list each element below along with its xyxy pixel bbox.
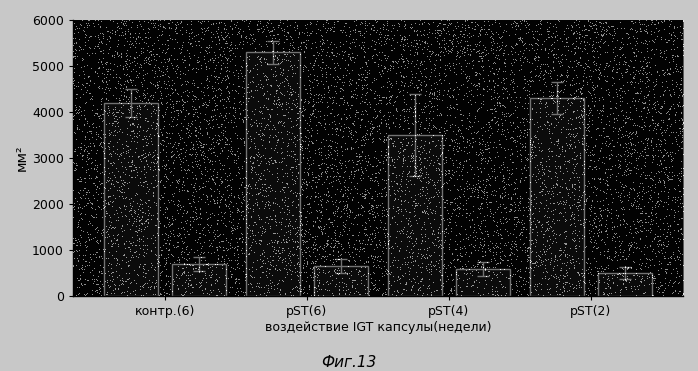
Bar xyxy=(104,103,158,296)
Bar xyxy=(246,52,300,296)
Text: Фиг.13: Фиг.13 xyxy=(321,355,377,370)
Bar xyxy=(172,264,226,296)
Bar xyxy=(598,273,652,296)
Bar xyxy=(314,266,368,296)
Bar xyxy=(456,269,510,296)
Bar xyxy=(388,135,442,296)
Y-axis label: мм²: мм² xyxy=(15,145,29,171)
Bar xyxy=(530,98,584,296)
X-axis label: воздействие IGT капсулы(недели): воздействие IGT капсулы(недели) xyxy=(265,321,491,334)
